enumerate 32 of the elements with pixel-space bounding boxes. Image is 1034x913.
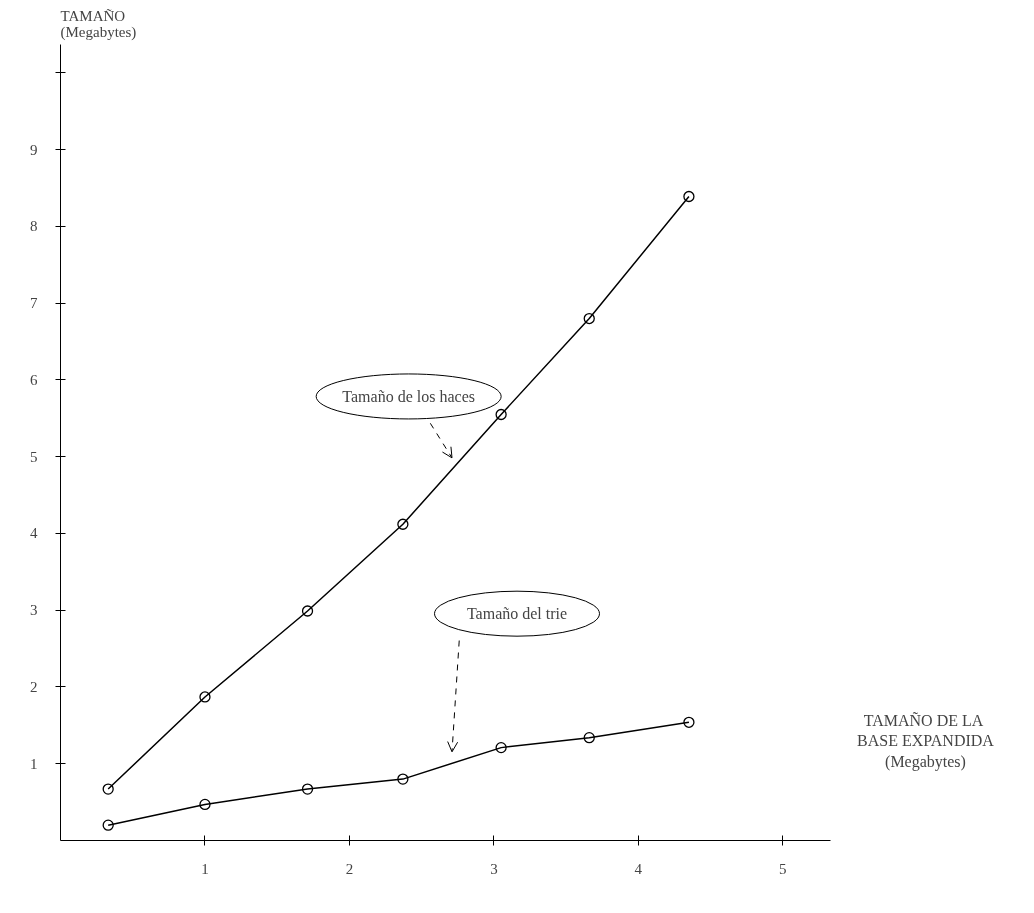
- point: [199, 798, 211, 811]
- point: [102, 819, 114, 831]
- point: [199, 691, 211, 703]
- x-tick-label: 2: [345, 860, 354, 877]
- x-axis-title: TAMAÑO DE LA BASE EXPANDIDA (Megabytes): [857, 711, 995, 771]
- point: [583, 732, 595, 744]
- point: [301, 605, 314, 617]
- point: [683, 716, 695, 728]
- y-tick-label: 2: [30, 678, 38, 695]
- y-tick-label: 4: [30, 525, 38, 542]
- point: [102, 783, 114, 795]
- text: Tamaño del trie: [466, 605, 568, 623]
- y-tick-label: 5: [30, 448, 38, 465]
- point: [683, 190, 695, 203]
- y-tick-label: 3: [30, 602, 38, 619]
- y-tick-label: 7: [30, 295, 38, 312]
- point: [583, 312, 595, 325]
- y-tick-label: 6: [30, 371, 38, 388]
- point: [495, 408, 507, 421]
- point: [495, 741, 507, 754]
- y-tick-label: 1: [30, 755, 38, 772]
- y-axis-title: TAMAÑO (Megabytes): [60, 7, 137, 41]
- point: [301, 783, 314, 795]
- point: [397, 518, 409, 530]
- x-tick-label: 3: [490, 860, 498, 877]
- series-label: Tamaño de los haces: [342, 387, 475, 405]
- x-tick-label: 4: [634, 860, 643, 877]
- y-tick-label: 9: [30, 141, 38, 158]
- x-tick-label: 1: [201, 860, 209, 877]
- point: [397, 773, 409, 785]
- x-tick-label: 5: [779, 860, 787, 877]
- y-tick-label: 8: [30, 218, 38, 235]
